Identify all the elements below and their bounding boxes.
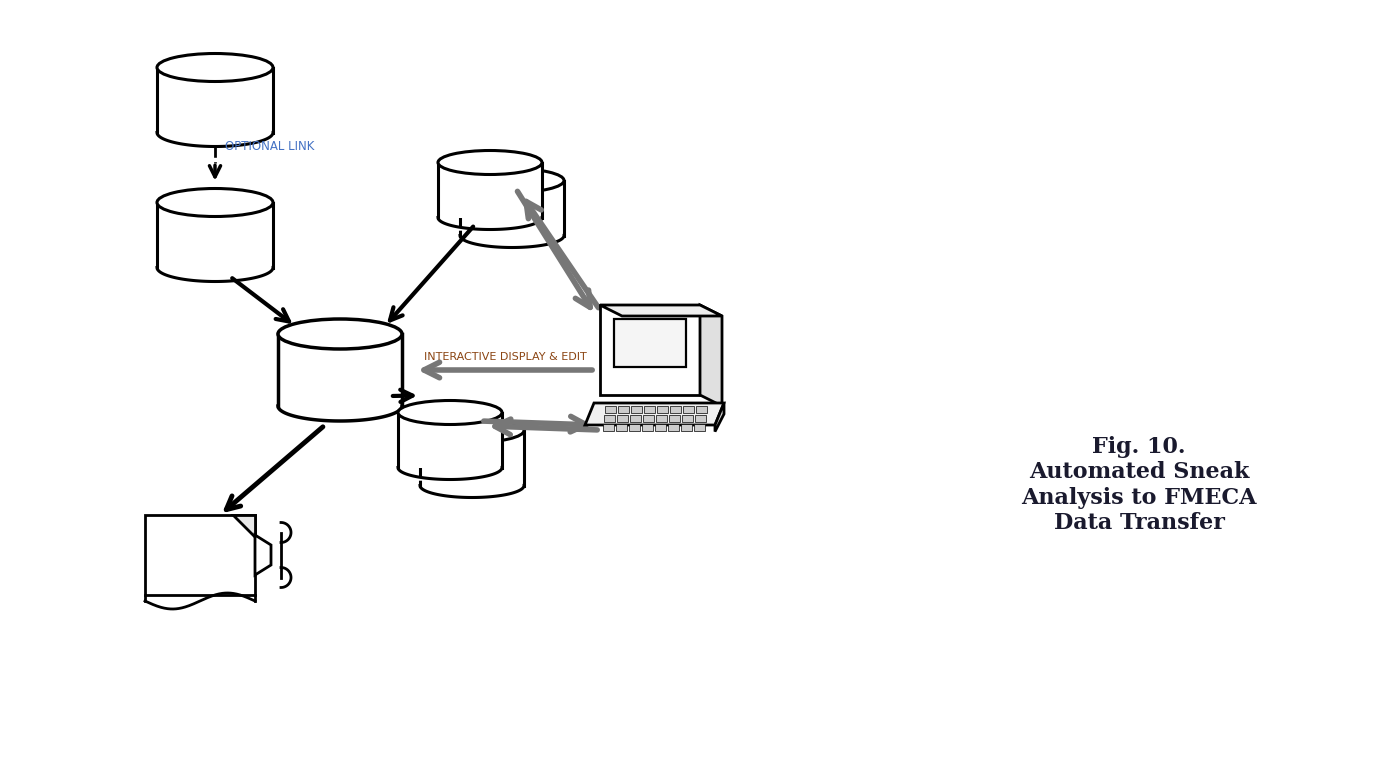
Polygon shape: [600, 305, 722, 316]
Polygon shape: [668, 424, 679, 431]
Ellipse shape: [419, 419, 524, 443]
Ellipse shape: [157, 189, 274, 216]
Polygon shape: [233, 515, 256, 537]
Polygon shape: [631, 406, 642, 413]
Polygon shape: [642, 424, 653, 431]
Text: OPTIONAL LINK: OPTIONAL LINK: [225, 139, 314, 152]
Polygon shape: [618, 406, 629, 413]
Polygon shape: [460, 180, 564, 236]
Polygon shape: [419, 430, 524, 486]
Polygon shape: [256, 535, 271, 575]
Polygon shape: [654, 424, 665, 431]
Polygon shape: [683, 406, 693, 413]
Polygon shape: [157, 68, 274, 132]
Polygon shape: [585, 403, 724, 425]
Polygon shape: [694, 415, 706, 422]
Polygon shape: [643, 406, 654, 413]
Ellipse shape: [460, 169, 564, 192]
Polygon shape: [604, 406, 615, 413]
Polygon shape: [669, 406, 681, 413]
Polygon shape: [600, 305, 700, 395]
Polygon shape: [157, 203, 274, 267]
Polygon shape: [656, 415, 667, 422]
Ellipse shape: [278, 319, 401, 349]
Polygon shape: [399, 413, 501, 467]
Text: INTERACTIVE DISPLAY & EDIT: INTERACTIVE DISPLAY & EDIT: [424, 352, 586, 362]
Polygon shape: [438, 162, 542, 217]
Polygon shape: [694, 424, 704, 431]
Polygon shape: [629, 424, 640, 431]
Polygon shape: [668, 415, 679, 422]
Polygon shape: [715, 403, 724, 432]
Polygon shape: [144, 515, 256, 595]
Polygon shape: [603, 424, 614, 431]
Polygon shape: [278, 334, 401, 406]
Polygon shape: [643, 415, 654, 422]
Polygon shape: [617, 415, 628, 422]
Text: Fig. 10.
Automated Sneak
Analysis to FMECA
Data Transfer: Fig. 10. Automated Sneak Analysis to FME…: [1021, 436, 1257, 534]
Polygon shape: [681, 424, 692, 431]
Polygon shape: [604, 415, 615, 422]
Polygon shape: [629, 415, 640, 422]
Ellipse shape: [157, 53, 274, 82]
Polygon shape: [682, 415, 693, 422]
Polygon shape: [615, 424, 626, 431]
Ellipse shape: [438, 150, 542, 175]
Polygon shape: [614, 319, 686, 367]
Polygon shape: [696, 406, 707, 413]
Polygon shape: [700, 305, 722, 406]
Polygon shape: [657, 406, 668, 413]
Ellipse shape: [399, 400, 501, 424]
